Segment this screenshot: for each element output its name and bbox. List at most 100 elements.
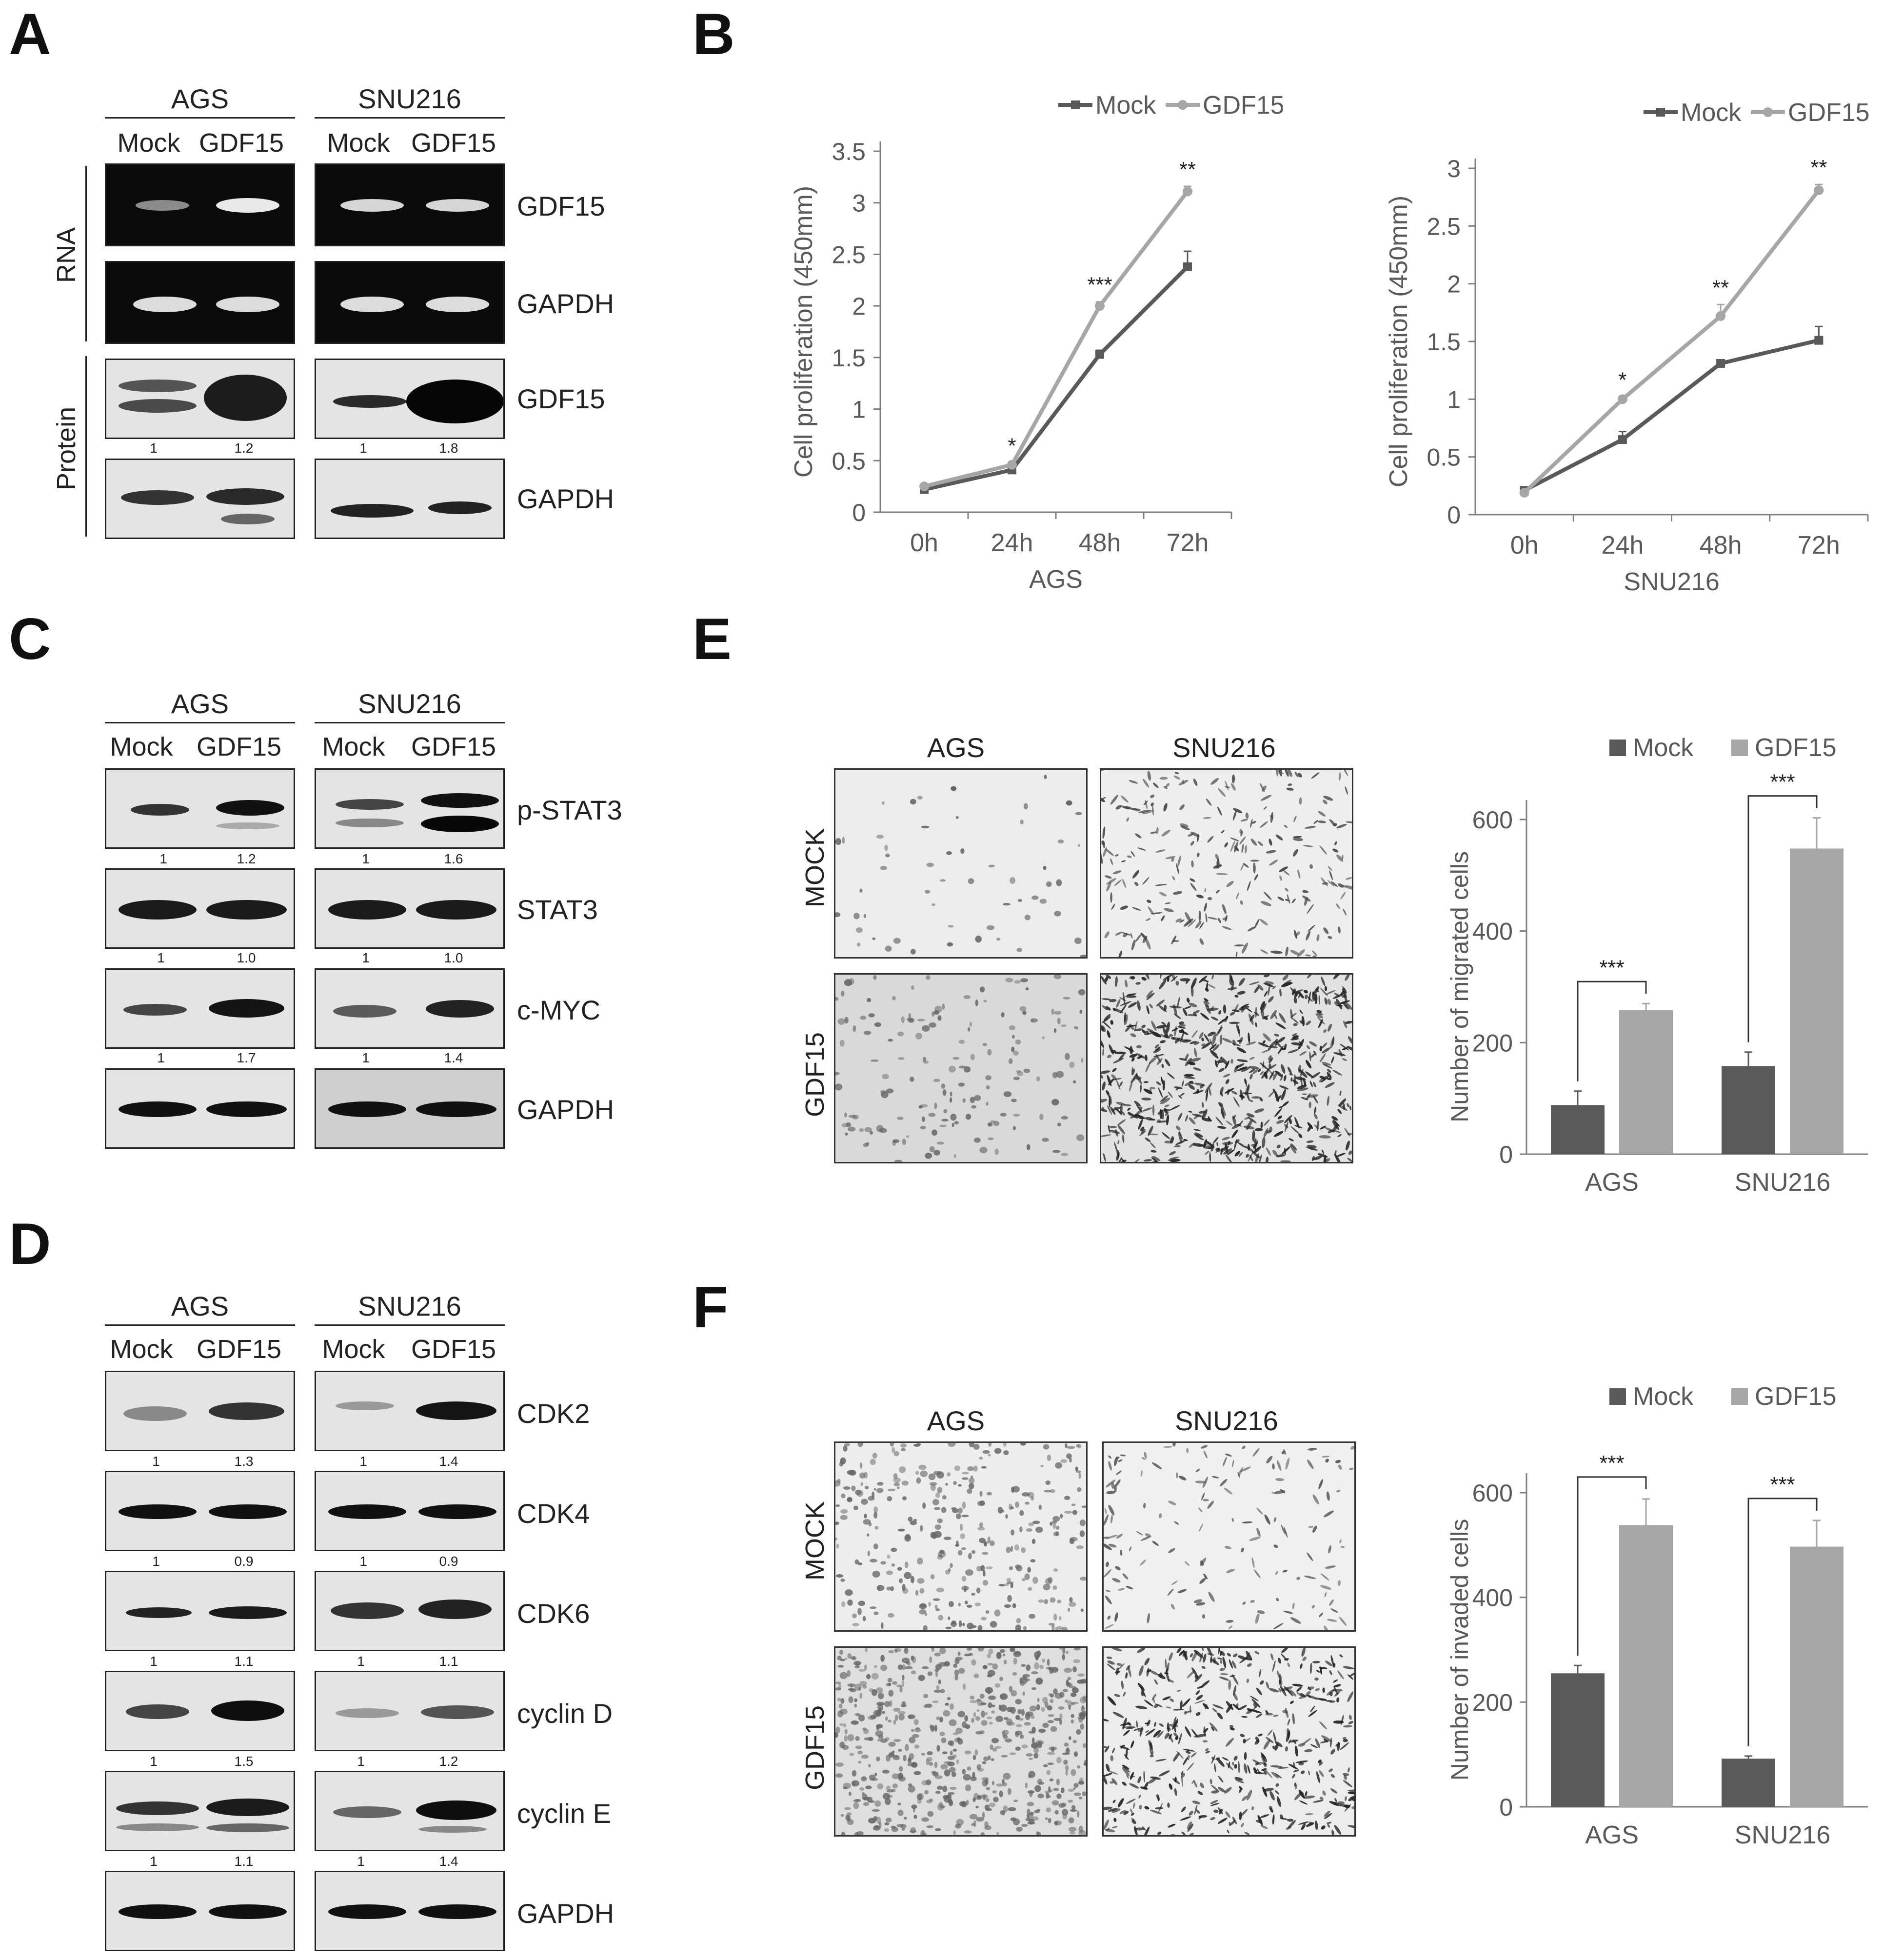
cell xyxy=(1327,880,1335,887)
cell xyxy=(1102,1081,1106,1091)
cell xyxy=(982,1552,989,1555)
cell xyxy=(1290,1700,1294,1704)
cell-line-ags: AGS xyxy=(927,1405,985,1436)
quant-value: 1.3 xyxy=(234,1454,254,1469)
cell xyxy=(1306,1020,1311,1025)
cell xyxy=(1101,998,1111,1000)
x-tick-label: 0h xyxy=(1510,531,1539,560)
cell xyxy=(1137,1728,1144,1732)
cell xyxy=(864,1485,869,1490)
cell xyxy=(1011,1529,1015,1536)
legend-swatch-mock xyxy=(1609,740,1626,756)
cell xyxy=(1035,1526,1043,1533)
blot-cdk2-ags xyxy=(105,1371,295,1451)
cell xyxy=(1266,1681,1269,1689)
cell xyxy=(1135,833,1142,839)
cell xyxy=(1134,1826,1138,1835)
cell xyxy=(1032,1520,1040,1524)
cell xyxy=(849,1115,856,1118)
cell xyxy=(996,1832,999,1835)
cell xyxy=(1323,1029,1327,1033)
cell xyxy=(1286,1731,1290,1742)
cell xyxy=(1013,1650,1021,1656)
cell xyxy=(950,1563,953,1568)
cell xyxy=(1302,1738,1311,1745)
cell xyxy=(1003,1091,1012,1097)
x-tick-label: 24h xyxy=(991,529,1033,557)
cell xyxy=(1053,1028,1057,1033)
blot-pstat3-ags xyxy=(105,768,295,849)
cell xyxy=(1065,1699,1069,1703)
cell xyxy=(908,1714,915,1720)
cell-line-snu216: SNU216 xyxy=(358,1291,461,1321)
cell xyxy=(1176,1751,1184,1759)
cell xyxy=(880,1664,888,1671)
cell xyxy=(1076,1680,1085,1684)
cell xyxy=(1298,1762,1304,1766)
cell xyxy=(1122,1718,1127,1730)
cell xyxy=(1002,903,1011,906)
cell xyxy=(893,1720,896,1725)
cell xyxy=(1298,773,1302,778)
cell xyxy=(894,1648,902,1652)
cell xyxy=(1231,1091,1238,1095)
cell xyxy=(1325,1082,1335,1088)
cell xyxy=(1318,1770,1324,1777)
blot-cmyc-snu xyxy=(315,968,505,1049)
cell xyxy=(873,1488,876,1491)
cell xyxy=(1079,1530,1085,1537)
cell xyxy=(1016,1070,1021,1073)
cell xyxy=(1130,851,1135,857)
cell xyxy=(905,1534,911,1540)
cell xyxy=(1325,1158,1330,1162)
cell xyxy=(1001,1755,1008,1758)
cell xyxy=(1171,857,1174,862)
cell xyxy=(980,1832,985,1835)
cell xyxy=(976,1764,982,1770)
cell xyxy=(1163,975,1172,980)
cell xyxy=(1129,780,1138,784)
cell xyxy=(956,1819,964,1826)
cell xyxy=(835,912,841,918)
cell xyxy=(926,975,931,980)
cell xyxy=(953,1830,956,1835)
cell xyxy=(1168,1091,1173,1098)
cell xyxy=(1033,1753,1039,1759)
cell xyxy=(855,1736,860,1741)
cell xyxy=(1006,1578,1011,1582)
data-point xyxy=(1183,262,1192,271)
cell xyxy=(1201,1042,1211,1049)
cell xyxy=(1102,1016,1111,1023)
cell xyxy=(1078,1712,1084,1718)
cell xyxy=(1051,1624,1055,1630)
cell xyxy=(1297,1084,1307,1089)
cell xyxy=(1166,1021,1170,1033)
panel-letter-f: F xyxy=(693,1275,729,1340)
cell xyxy=(1264,1769,1273,1779)
cell xyxy=(1244,1078,1247,1084)
cell xyxy=(964,1653,971,1657)
cell xyxy=(1142,810,1153,815)
cell xyxy=(1258,1669,1262,1678)
cell xyxy=(1107,1663,1116,1671)
cell xyxy=(1236,1047,1247,1053)
cell xyxy=(1330,1655,1334,1666)
cell xyxy=(887,1678,892,1682)
cell xyxy=(1168,1500,1176,1505)
cell xyxy=(1187,1823,1194,1832)
cell xyxy=(1254,1138,1257,1143)
cell xyxy=(939,1717,943,1722)
cell xyxy=(1347,1789,1354,1792)
x-tick-label: 24h xyxy=(1601,531,1644,560)
cell xyxy=(915,1590,919,1596)
blot-rna-gdf15-snu xyxy=(315,163,505,246)
cell xyxy=(1307,1122,1313,1129)
cell xyxy=(1200,1782,1204,1788)
cell xyxy=(1300,1663,1303,1669)
cell xyxy=(1226,1620,1234,1623)
cell xyxy=(1015,1699,1022,1704)
cell xyxy=(1108,1543,1117,1548)
cell xyxy=(902,1496,907,1500)
blot-rna-gapdh-ags xyxy=(105,261,295,344)
cell xyxy=(847,1734,854,1741)
